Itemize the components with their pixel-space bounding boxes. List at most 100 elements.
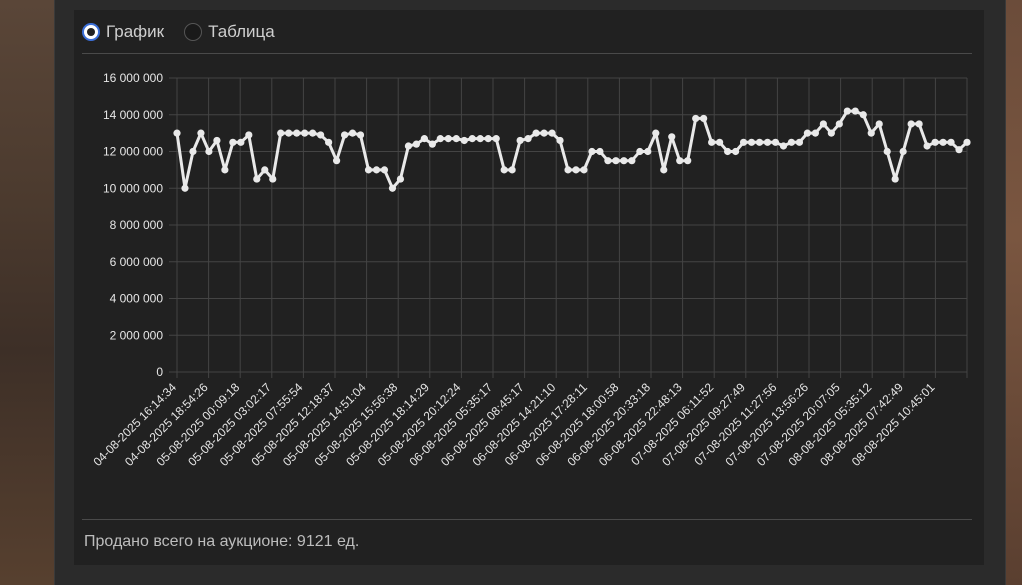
price-data-point (835, 120, 843, 128)
price-data-point (476, 135, 484, 143)
price-data-point (317, 131, 325, 139)
price-data-point (700, 114, 708, 123)
price-data-point (644, 147, 652, 156)
price-data-point (668, 133, 676, 141)
price-data-point (676, 157, 684, 165)
price-data-point (875, 120, 883, 128)
price-data-point (492, 135, 500, 143)
price-data-point (205, 147, 213, 156)
price-data-point (428, 140, 436, 148)
price-data-point (380, 166, 389, 174)
price-data-point (309, 129, 317, 137)
price-data-point (564, 166, 572, 174)
price-data-point (356, 131, 365, 139)
price-data-point (580, 166, 588, 174)
price-data-point (612, 157, 620, 165)
price-data-point (787, 138, 796, 146)
price-data-point (843, 107, 851, 115)
divider-top (82, 53, 972, 54)
price-data-point (628, 157, 636, 165)
price-line-chart: 16 000 000 14 000 000 12 000 000 10 000 000… (90, 71, 971, 469)
radio-table[interactable]: Таблица (184, 22, 275, 42)
price-data-point (955, 146, 963, 154)
background-left (0, 0, 60, 585)
price-data-point (731, 147, 740, 156)
price-data-point (197, 129, 205, 137)
price-data-point (636, 147, 644, 156)
price-data-point (859, 111, 867, 119)
price-data-point (237, 138, 245, 146)
price-data-point (684, 157, 692, 165)
price-data-point (253, 175, 261, 183)
radio-checked-icon (82, 23, 100, 41)
price-data-point (692, 114, 700, 123)
price-data-point (189, 147, 197, 156)
price-data-point (819, 120, 827, 128)
price-data-point (340, 131, 349, 139)
y-tick-label: 8 000 000 (110, 218, 164, 232)
price-data-point (739, 138, 748, 146)
price-data-point (596, 147, 604, 156)
price-data-point (548, 129, 556, 137)
price-data-point (747, 138, 756, 146)
price-data-point (708, 138, 716, 146)
price-data-point (899, 147, 907, 156)
price-data-point (301, 129, 309, 137)
divider-bottom (82, 519, 972, 520)
price-data-point (652, 129, 660, 137)
price-data-point (771, 138, 780, 146)
sold-total-text: Продано всего на аукционе: 9121 ед. (84, 533, 360, 550)
price-data-point (803, 129, 812, 137)
price-history-card: График Таблица 16 000 000 14 000 000 12 00… (74, 10, 984, 565)
price-data-point (931, 138, 939, 146)
price-data-point (325, 138, 333, 146)
price-data-point (724, 147, 732, 156)
price-data-point (277, 129, 285, 137)
price-data-point (779, 142, 788, 150)
y-tick-label: 4 000 000 (110, 292, 164, 306)
radio-unchecked-icon (184, 23, 203, 41)
price-data-point (827, 129, 835, 137)
price-data-point (436, 135, 444, 143)
price-data-point (620, 157, 628, 165)
price-data-point (364, 166, 373, 174)
price-data-point (939, 138, 947, 146)
y-tick-label: 2 000 000 (110, 328, 164, 342)
price-data-point (883, 147, 891, 156)
price-data-point (755, 138, 764, 146)
price-data-point (500, 166, 508, 174)
price-data-point (716, 138, 724, 146)
radio-chart[interactable]: График (82, 22, 164, 42)
price-data-point (173, 129, 181, 137)
price-data-point (604, 157, 612, 165)
price-data-point (229, 138, 237, 146)
y-tick-label: 16 000 000 (103, 71, 163, 85)
price-data-point (372, 166, 381, 174)
price-data-point (412, 140, 420, 148)
price-data-point (588, 147, 596, 156)
price-data-point (915, 120, 923, 128)
price-data-point (452, 135, 460, 143)
radio-chart-label: График (106, 22, 165, 41)
price-data-point (261, 166, 269, 174)
price-data-point (891, 175, 899, 183)
price-data-point (516, 136, 524, 145)
price-data-point (332, 157, 341, 165)
y-tick-label: 6 000 000 (110, 255, 164, 269)
price-data-point (947, 138, 955, 146)
price-data-point (572, 166, 580, 174)
price-data-point (851, 107, 859, 115)
price-data-point (556, 136, 564, 145)
price-data-point (540, 129, 548, 137)
price-data-point (468, 135, 476, 143)
price-series-line (175, 109, 969, 190)
price-data-point (245, 131, 253, 139)
price-data-point (763, 138, 772, 146)
price-data-point (907, 120, 915, 128)
y-tick-label: 10 000 000 (103, 181, 163, 195)
price-data-point (181, 184, 189, 192)
price-data-point (404, 142, 413, 150)
price-data-point (420, 135, 428, 143)
view-toggle: График Таблица (82, 20, 295, 44)
y-tick-label: 12 000 000 (103, 145, 163, 159)
